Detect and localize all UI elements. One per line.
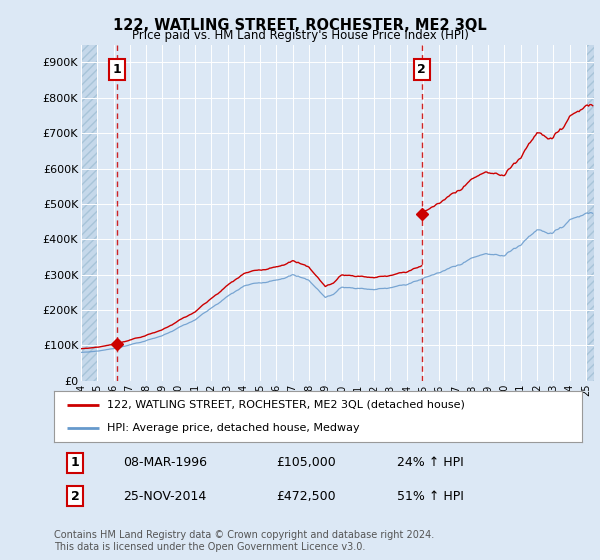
Text: 1: 1: [112, 63, 121, 76]
Text: £105,000: £105,000: [276, 456, 335, 469]
Bar: [586, 45, 594, 381]
Bar: [586, 45, 594, 381]
Text: 122, WATLING STREET, ROCHESTER, ME2 3QL: 122, WATLING STREET, ROCHESTER, ME2 3QL: [113, 18, 487, 33]
Text: 25-NOV-2014: 25-NOV-2014: [122, 489, 206, 503]
Text: 24% ↑ HPI: 24% ↑ HPI: [397, 456, 464, 469]
Text: This data is licensed under the Open Government Licence v3.0.: This data is licensed under the Open Gov…: [54, 542, 365, 552]
Text: HPI: Average price, detached house, Medway: HPI: Average price, detached house, Medw…: [107, 423, 359, 433]
Bar: [81, 45, 97, 381]
Bar: [81, 45, 97, 381]
Text: 08-MAR-1996: 08-MAR-1996: [122, 456, 206, 469]
Text: Price paid vs. HM Land Registry's House Price Index (HPI): Price paid vs. HM Land Registry's House …: [131, 29, 469, 42]
Text: £472,500: £472,500: [276, 489, 335, 503]
Text: Contains HM Land Registry data © Crown copyright and database right 2024.: Contains HM Land Registry data © Crown c…: [54, 530, 434, 540]
Text: 122, WATLING STREET, ROCHESTER, ME2 3QL (detached house): 122, WATLING STREET, ROCHESTER, ME2 3QL …: [107, 400, 464, 410]
Text: 51% ↑ HPI: 51% ↑ HPI: [397, 489, 464, 503]
Text: 2: 2: [71, 489, 79, 503]
Text: 2: 2: [418, 63, 426, 76]
Text: 1: 1: [71, 456, 79, 469]
